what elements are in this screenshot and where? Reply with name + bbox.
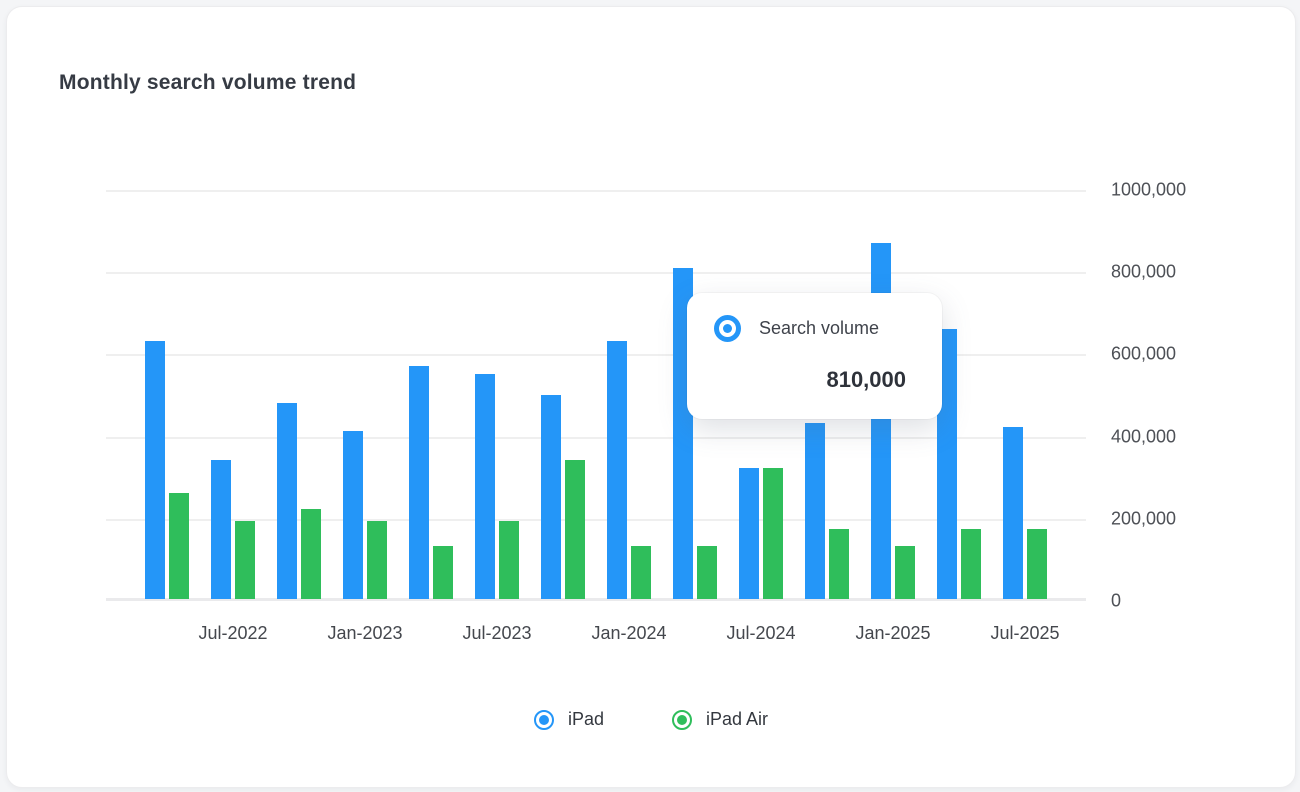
bar-ipad[interactable] <box>1003 427 1023 599</box>
bar-group <box>541 190 585 599</box>
bar-ipad-air[interactable] <box>763 468 783 599</box>
gridline <box>106 272 1086 275</box>
tooltip-label: Search volume <box>759 318 880 338</box>
bar-ipad-air[interactable] <box>301 509 321 599</box>
x-tick-label: Jul-2025 <box>990 623 1060 643</box>
bar-ipad-air[interactable] <box>499 521 519 599</box>
bar-group <box>805 190 849 599</box>
bar-ipad[interactable] <box>607 341 627 599</box>
bar-ipad[interactable] <box>145 341 165 599</box>
x-tick-label: Jul-2023 <box>462 623 532 643</box>
legend-label: iPad <box>567 709 604 729</box>
bar-ipad-air[interactable] <box>829 529 849 599</box>
bar-group <box>277 190 321 599</box>
bar-group <box>145 190 189 599</box>
chart-card: Monthly search volume trend 1000,000 800,… <box>6 6 1296 788</box>
gridline <box>106 354 1086 357</box>
radio-dot-icon <box>671 709 692 730</box>
bar-ipad-air[interactable] <box>1027 529 1047 599</box>
bar-ipad[interactable] <box>805 423 825 599</box>
chart-title: Monthly search volume trend <box>59 71 357 94</box>
tooltip: Search volume 810,000 <box>687 293 942 419</box>
bar-ipad[interactable] <box>277 402 297 599</box>
bar-ipad-air[interactable] <box>631 545 651 599</box>
gridline <box>106 190 1086 192</box>
bar-ipad[interactable] <box>343 431 363 599</box>
tooltip-header-row: Search volume <box>714 315 915 342</box>
bar-group <box>475 190 519 599</box>
plot-area <box>106 190 1086 601</box>
bar-ipad-air[interactable] <box>367 521 387 599</box>
bar-ipad[interactable] <box>409 365 429 599</box>
bar-ipad-air[interactable] <box>895 545 915 599</box>
bar-group <box>607 190 651 599</box>
y-tick-label: 800,000 <box>1111 261 1177 282</box>
y-tick-label: 400,000 <box>1111 426 1177 447</box>
bar-ipad-air[interactable] <box>235 521 255 599</box>
y-tick-label: 1000,000 <box>1111 179 1187 200</box>
y-tick-label: 600,000 <box>1111 343 1177 364</box>
bar-ipad-air[interactable] <box>565 459 585 599</box>
bar-groups <box>106 190 1086 599</box>
bar-group <box>211 190 255 599</box>
bar-ipad[interactable] <box>541 394 561 599</box>
legend: iPad iPad Air <box>7 709 1295 730</box>
x-tick-label: Jan-2025 <box>855 623 931 643</box>
legend-item-ipad-air[interactable]: iPad Air <box>671 709 769 730</box>
gridline <box>106 518 1086 521</box>
legend-item-ipad[interactable]: iPad <box>533 709 604 730</box>
y-axis-labels: 1000,000 800,000 600,000 400,000 200,000 0 <box>1111 180 1261 611</box>
x-tick-label: Jul-2022 <box>198 623 268 643</box>
bar-ipad-air[interactable] <box>961 529 981 599</box>
bar-group <box>1003 190 1047 599</box>
bullseye-icon <box>714 315 741 342</box>
y-tick-label: 0 <box>1111 590 1122 611</box>
x-tick-label: Jul-2024 <box>726 623 796 643</box>
bar-ipad-air[interactable] <box>433 545 453 599</box>
gridline <box>106 598 1086 601</box>
y-tick-label: 200,000 <box>1111 508 1177 529</box>
bar-group <box>937 190 981 599</box>
bar-group <box>739 190 783 599</box>
bar-group <box>343 190 387 599</box>
radio-dot-icon <box>533 709 554 730</box>
legend-label: iPad Air <box>705 709 769 729</box>
bar-ipad[interactable] <box>937 329 957 599</box>
tooltip-value: 810,000 <box>826 367 906 392</box>
bar-ipad[interactable] <box>211 459 231 599</box>
bar-ipad-air[interactable] <box>169 492 189 599</box>
bar-ipad[interactable] <box>739 468 759 599</box>
bar-group <box>409 190 453 599</box>
x-tick-label: Jan-2023 <box>327 623 403 643</box>
bar-ipad[interactable] <box>475 374 495 599</box>
x-tick-label: Jan-2024 <box>591 623 667 643</box>
bar-ipad-air[interactable] <box>697 545 717 599</box>
x-axis-labels: Jul-2022 Jan-2023 Jul-2023 Jan-2024 Jul-2024… <box>106 623 1086 653</box>
gridline <box>106 436 1086 439</box>
